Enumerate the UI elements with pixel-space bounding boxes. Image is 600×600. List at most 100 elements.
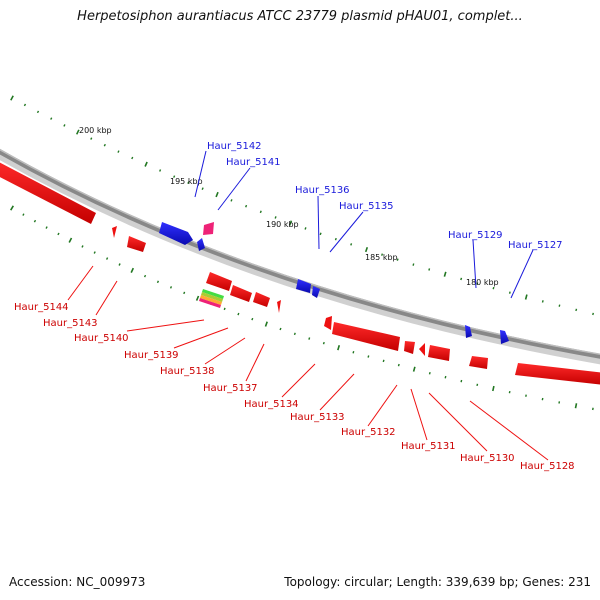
outer-scale-tick [381, 253, 384, 256]
label-haur-5143[interactable]: Haur_5143 [43, 318, 98, 329]
gene-haur-5134[interactable] [324, 316, 332, 330]
outer-scale-tick [159, 169, 162, 172]
inner-scale-tick [156, 280, 160, 284]
inner-scale-tick [264, 321, 268, 327]
inner-scale-tick [397, 363, 400, 367]
outer-scale-tick [592, 312, 594, 316]
outer-scale-tick [412, 263, 415, 266]
outer-scale-tick [508, 291, 511, 294]
map-title: Herpetosiphon aurantiacus ATCC 23779 pla… [77, 9, 523, 24]
label-haur-5129[interactable]: Haur_5129 [448, 230, 503, 241]
inner-scale-tick [223, 307, 226, 311]
inner-scale-tick [308, 337, 311, 340]
outer-scale-tick [10, 95, 14, 101]
gene-haur-5127[interactable] [500, 330, 509, 344]
inner-scale-tick [352, 351, 355, 354]
label-haur-5130[interactable]: Haur_5130 [460, 453, 515, 464]
accession-text: Accession: NC_009973 [9, 575, 146, 589]
gene-haur-5128a[interactable] [469, 356, 488, 369]
outer-scale-tick [334, 237, 337, 241]
inner-scale-tick [195, 295, 200, 301]
inner-scale-tick [169, 286, 173, 289]
outer-scale-tick [428, 268, 431, 271]
forward-gene-labels: Haur_5142 Haur_5141 Haur_5136 Haur_5135 … [207, 141, 563, 251]
label-haur-5131[interactable]: Haur_5131 [401, 441, 456, 452]
gene-haur-5138[interactable] [230, 285, 252, 302]
gene-stripe-green [202, 289, 224, 299]
gene-haur-5142-pink[interactable] [203, 222, 214, 235]
inner-scale-tick [508, 390, 511, 394]
genome-stats-text: Topology: circular; Length: 339,639 bp; … [284, 575, 591, 589]
gene-haur-5131[interactable] [419, 343, 425, 356]
outer-scale-ticks [10, 95, 594, 316]
label-haur-5127[interactable]: Haur_5127 [508, 240, 563, 251]
outer-scale-tick [304, 227, 307, 230]
label-haur-5134[interactable]: Haur_5134 [244, 399, 299, 410]
outer-scale-tick [396, 258, 399, 261]
outer-scale-tick [476, 282, 479, 285]
scale-label-190: 190 kbp [266, 220, 299, 229]
gene-haur-5143[interactable] [112, 226, 117, 238]
inner-scale-tick [10, 205, 14, 211]
inner-scale-tick [33, 219, 37, 223]
gene-haur-5136[interactable] [296, 279, 311, 293]
gene-haur-5133[interactable] [332, 322, 400, 351]
label-haur-5132[interactable]: Haur_5132 [341, 427, 396, 438]
gene-haur-5140[interactable] [127, 236, 146, 252]
gene-haur-5142[interactable] [159, 222, 193, 245]
backbone-shadow [0, 151, 600, 365]
outer-scale-tick [245, 204, 248, 208]
inner-scale-tick [322, 341, 325, 345]
outer-scale-tick [117, 150, 120, 153]
gene-haur-5128[interactable] [515, 363, 600, 385]
gene-haur-5137[interactable] [253, 292, 270, 307]
gene-haur-5135[interactable] [312, 286, 320, 298]
label-haur-5138[interactable]: Haur_5138 [160, 366, 215, 377]
inner-scale-tick [428, 372, 431, 375]
inner-scale-tick [45, 226, 48, 229]
multicolor-gene-stack[interactable] [199, 289, 224, 308]
label-haur-5128[interactable]: Haur_5128 [520, 461, 575, 472]
inner-scale-tick [382, 359, 385, 363]
gene-haur-5132[interactable] [404, 341, 415, 354]
label-haur-5136[interactable]: Haur_5136 [295, 185, 350, 196]
outer-scale-tick [36, 110, 40, 114]
gene-haur-5144[interactable] [0, 160, 96, 224]
outer-scale-tick [575, 308, 578, 312]
label-haur-5135[interactable]: Haur_5135 [339, 201, 394, 212]
reverse-label-leaders [67, 265, 549, 461]
inner-scale-tick [412, 366, 416, 372]
outer-scale-tick [50, 117, 53, 120]
inner-scale-tick [143, 274, 147, 278]
forward-strand-genes [159, 222, 509, 344]
label-haur-5139[interactable]: Haur_5139 [124, 350, 179, 361]
gene-haur-5130[interactable] [428, 345, 450, 361]
backbone-highlight [0, 148, 600, 355]
inner-scale-tick [183, 291, 186, 295]
inner-scale-tick [574, 403, 578, 409]
outer-scale-tick [173, 175, 176, 178]
scale-label-180: 180 kbp [466, 278, 499, 287]
inner-scale-tick [22, 213, 25, 216]
gene-haur-5139[interactable] [206, 272, 232, 291]
label-haur-5137[interactable]: Haur_5137 [203, 383, 258, 394]
outer-scale-tick [131, 156, 134, 160]
reverse-gene-labels: Haur_5144 Haur_5143 Haur_5140 Haur_5139 … [14, 302, 575, 472]
gene-haur-5137b[interactable] [277, 300, 281, 313]
inner-scale-tick [81, 245, 84, 248]
label-haur-5141[interactable]: Haur_5141 [226, 157, 281, 168]
gene-stripe-orange [200, 295, 222, 305]
gene-haur-5141[interactable] [197, 238, 205, 251]
label-haur-5142[interactable]: Haur_5142 [207, 141, 262, 152]
outer-scale-tick [558, 304, 561, 307]
outer-scale-tick [443, 271, 447, 277]
gene-haur-5129[interactable] [465, 325, 472, 338]
label-haur-5140[interactable]: Haur_5140 [74, 333, 129, 344]
inner-scale-tick [251, 317, 254, 321]
outer-scale-tick [144, 161, 148, 167]
reverse-strand-genes [0, 160, 600, 385]
outer-scale-tick [63, 124, 66, 127]
label-haur-5133[interactable]: Haur_5133 [290, 412, 345, 423]
label-haur-5144[interactable]: Haur_5144 [14, 302, 69, 313]
